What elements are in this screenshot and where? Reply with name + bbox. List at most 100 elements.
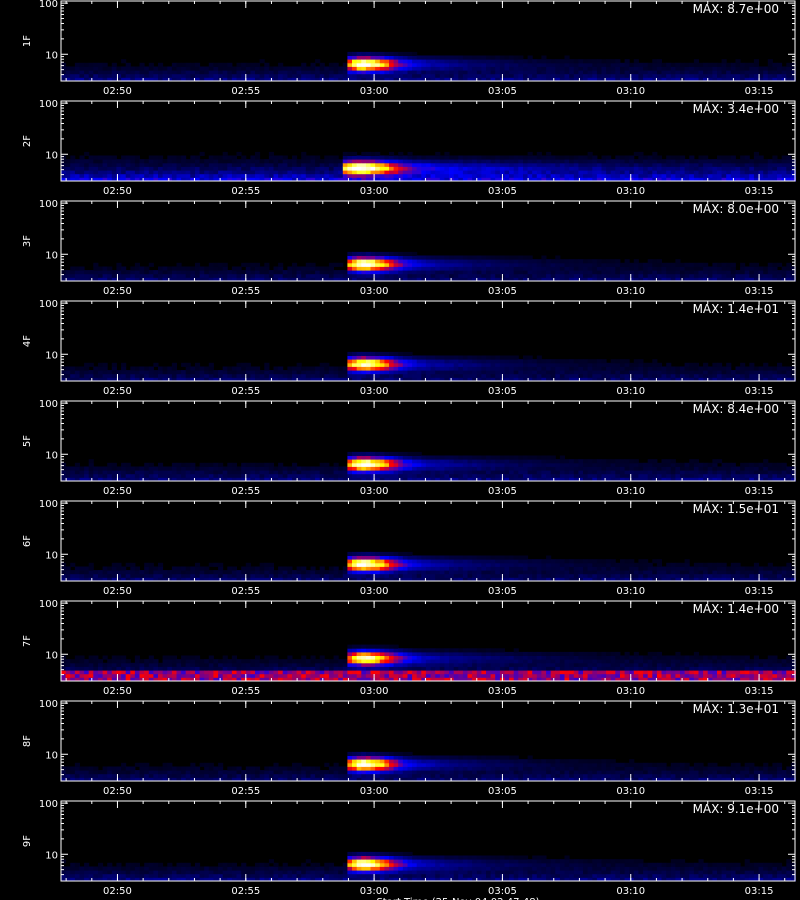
heatmap-cell xyxy=(647,155,653,160)
heatmap-cell xyxy=(495,473,501,478)
heatmap-cell xyxy=(134,155,140,160)
heatmap-cell xyxy=(282,370,288,375)
heatmap-cell xyxy=(361,466,367,471)
heatmap-cell xyxy=(439,462,445,467)
heatmap-cell xyxy=(735,277,741,282)
heatmap-cell xyxy=(527,255,533,260)
heatmap-cell xyxy=(185,277,191,282)
heatmap-cell xyxy=(430,273,436,278)
heatmap-cell xyxy=(449,459,455,464)
heatmap-cell xyxy=(661,173,667,178)
heatmap-cell xyxy=(102,266,108,271)
heatmap-cell xyxy=(453,455,459,460)
heatmap-cell xyxy=(84,362,90,367)
heatmap-cell xyxy=(153,470,159,475)
heatmap-cell xyxy=(208,266,214,271)
heatmap-cell xyxy=(707,270,713,275)
heatmap-cell xyxy=(398,277,404,282)
heatmap-cell xyxy=(670,273,676,278)
heatmap-cell xyxy=(758,366,764,371)
heatmap-cell xyxy=(555,162,561,167)
heatmap-cell xyxy=(592,162,598,167)
heatmap-cell xyxy=(218,370,224,375)
heatmap-cell xyxy=(208,66,214,71)
heatmap-cell xyxy=(213,173,219,178)
heatmap-cell xyxy=(777,62,783,67)
heatmap-cell xyxy=(652,462,658,467)
heatmap-cell xyxy=(435,277,441,282)
heatmap-cell xyxy=(259,173,265,178)
heatmap-cell xyxy=(615,162,621,167)
heatmap-cell xyxy=(255,73,261,78)
heatmap-cell xyxy=(523,470,529,475)
heatmap-cell xyxy=(398,66,404,71)
heatmap-cell xyxy=(148,262,154,267)
heatmap-cell xyxy=(740,159,746,164)
heatmap-cell xyxy=(250,159,256,164)
heatmap-cell xyxy=(675,73,681,78)
heatmap-cell xyxy=(130,370,136,375)
heatmap-cell xyxy=(134,77,140,82)
heatmap-cell xyxy=(389,159,395,164)
heatmap-cell xyxy=(476,73,482,78)
heatmap-cell xyxy=(656,470,662,475)
heatmap-cell xyxy=(153,177,159,182)
heatmap-cell xyxy=(268,66,274,71)
heatmap-cell xyxy=(231,462,237,467)
heatmap-cell xyxy=(273,173,279,178)
heatmap-cell xyxy=(541,273,547,278)
heatmap-cell xyxy=(250,470,256,475)
heatmap-cell xyxy=(65,159,71,164)
heatmap-cell xyxy=(476,62,482,67)
heatmap-cell xyxy=(421,62,427,67)
heatmap-cell xyxy=(259,277,265,282)
heatmap-cell xyxy=(296,77,302,82)
heatmap-cell xyxy=(278,162,284,167)
heatmap-cell xyxy=(610,466,616,471)
heatmap-cell xyxy=(453,459,459,464)
heatmap-cell xyxy=(444,477,450,482)
heatmap-cell xyxy=(79,66,85,71)
heatmap-cell xyxy=(592,373,598,378)
heatmap-cell xyxy=(717,155,723,160)
heatmap-cell xyxy=(504,470,510,475)
heatmap-cell xyxy=(393,477,399,482)
heatmap-cell xyxy=(509,166,515,171)
heatmap-cell xyxy=(772,270,778,275)
heatmap-cell xyxy=(666,262,672,267)
heatmap-cell xyxy=(125,177,131,182)
heatmap-cell xyxy=(730,66,736,71)
heatmap-cell xyxy=(656,266,662,271)
heatmap-cell xyxy=(462,62,468,67)
heatmap-cell xyxy=(490,170,496,175)
heatmap-cell xyxy=(204,270,210,275)
heatmap-cell xyxy=(88,173,94,178)
heatmap-cell xyxy=(712,262,718,267)
heatmap-cell xyxy=(583,162,589,167)
heatmap-cell xyxy=(61,159,67,164)
heatmap-cell xyxy=(444,255,450,260)
heatmap-cell xyxy=(195,373,201,378)
heatmap-cell xyxy=(425,466,431,471)
heatmap-cell xyxy=(134,166,140,171)
heatmap-cell xyxy=(416,66,422,71)
heatmap-cell xyxy=(486,366,492,371)
heatmap-cell xyxy=(144,173,150,178)
heatmap-cell xyxy=(753,170,759,175)
heatmap-cell xyxy=(139,477,145,482)
heatmap-cell xyxy=(84,173,90,178)
heatmap-cell xyxy=(116,173,122,178)
heatmap-cell xyxy=(421,270,427,275)
heatmap-cell xyxy=(527,466,533,471)
heatmap-cell xyxy=(204,466,210,471)
heatmap-cell xyxy=(541,66,547,71)
heatmap-cell xyxy=(195,266,201,271)
heatmap-cell xyxy=(564,359,570,364)
heatmap-cell xyxy=(726,373,732,378)
heatmap-cell xyxy=(407,66,413,71)
heatmap-cell xyxy=(647,162,653,167)
heatmap-cell xyxy=(601,177,607,182)
heatmap-cell xyxy=(342,159,348,164)
heatmap-cell xyxy=(264,473,270,478)
heatmap-cell xyxy=(88,77,94,82)
